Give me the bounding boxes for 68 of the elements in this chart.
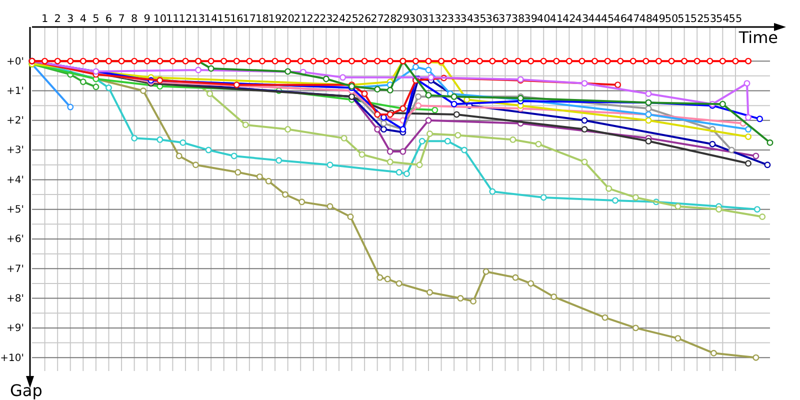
x-tick-label: 51: [678, 13, 691, 25]
x-tick-label: 40: [536, 13, 550, 25]
x-tick-label: 52: [690, 13, 704, 25]
x-tick-label: 55: [728, 13, 742, 25]
x-tick-label: 10: [153, 13, 167, 25]
x-tick-label: 6: [105, 13, 112, 25]
x-tick-label: 34: [460, 13, 474, 25]
x-tick-label: 47: [626, 13, 640, 25]
x-tick-label: 39: [524, 13, 538, 25]
x-tick-label: 44: [588, 13, 602, 25]
x-tick-label: 37: [498, 13, 512, 25]
x-tick-label: 16: [230, 13, 244, 25]
x-tick-label: 42: [562, 13, 576, 25]
y-tick-label: +0': [6, 56, 24, 68]
x-tick-label: 24: [332, 13, 346, 25]
x-tick-label: 2: [54, 13, 61, 25]
x-tick-label: 9: [144, 13, 150, 25]
y-tick-label: +1': [6, 86, 24, 97]
y-tick-label: +8': [6, 293, 24, 304]
x-tick-label: 21: [294, 13, 308, 25]
x-tick-label: 50: [664, 13, 678, 25]
y-tick-label: +2': [6, 116, 24, 127]
y-tick-label: +4': [6, 174, 24, 186]
x-tick-label: 32: [434, 13, 448, 25]
x-tick-label: 12: [178, 13, 192, 25]
y-tick-label: +3': [6, 145, 24, 156]
x-tick-label: 38: [511, 13, 525, 25]
x-tick-label: 23: [319, 13, 333, 25]
x-tick-label: 18: [256, 13, 269, 25]
x-tick-label: 22: [306, 13, 320, 25]
y-tick-label: +9': [6, 323, 24, 334]
x-tick-label: 31: [422, 13, 436, 25]
x-tick-label: 4: [80, 13, 87, 25]
x-tick-label: 7: [118, 13, 125, 25]
x-tick-label: 30: [409, 13, 422, 25]
y-tick-label: +7': [6, 264, 24, 275]
x-tick-label: 14: [204, 13, 218, 25]
x-tick-label: 25: [345, 13, 358, 25]
x-tick-label: 28: [383, 13, 397, 25]
x-tick-label: 3: [67, 13, 74, 25]
x-tick-label: 36: [486, 13, 500, 25]
x-axis-title: Time: [738, 28, 778, 47]
y-tick-label: +10': [0, 352, 24, 364]
x-tick-label: 48: [639, 13, 653, 25]
x-tick-label: 8: [130, 13, 138, 25]
y-axis-title: Gap: [10, 381, 42, 400]
x-tick-label: 15: [217, 13, 231, 25]
x-tick-label: 5: [92, 13, 100, 25]
x-tick-label: 19: [268, 13, 282, 25]
x-tick-label: 29: [396, 13, 410, 25]
x-tick-label: 45: [600, 13, 614, 25]
x-tick-label: 33: [447, 13, 461, 25]
x-tick-label: 11: [166, 13, 180, 25]
x-tick-label: 26: [358, 13, 372, 25]
x-tick-label: 27: [370, 13, 384, 25]
y-tick-label: +6': [6, 234, 24, 246]
x-tick-label: 35: [472, 13, 486, 25]
x-tick-label: 1: [41, 13, 48, 25]
x-tick-label: 17: [242, 13, 256, 25]
x-tick-label: 20: [281, 13, 294, 25]
x-tick-label: 43: [575, 13, 589, 25]
y-tick-label: +5': [6, 204, 24, 216]
x-tick-label: 46: [614, 13, 628, 25]
x-tick-label: 13: [192, 13, 205, 25]
x-tick-label: 53: [703, 13, 717, 25]
x-tick-label: 49: [652, 13, 666, 25]
x-tick-label: 54: [716, 13, 730, 25]
x-tick-label: 41: [550, 13, 564, 25]
